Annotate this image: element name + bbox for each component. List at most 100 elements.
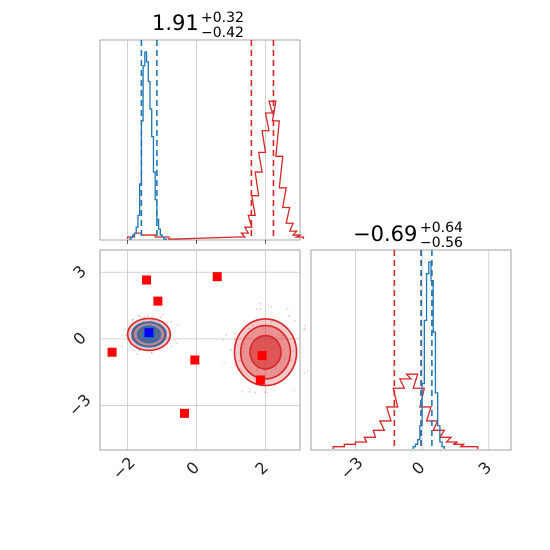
- sample-point-red: [255, 368, 258, 371]
- hist-blue-param-2: [412, 261, 445, 449]
- sample-point-blue: [146, 314, 149, 317]
- sample-point-red: [135, 337, 138, 339]
- sample-point-red: [293, 319, 296, 322]
- sample-point-red: [234, 338, 237, 340]
- sample-point-blue: [121, 334, 124, 337]
- sample-point-red: [176, 342, 179, 345]
- marker-red-square: [107, 347, 117, 357]
- y-tick-labels-joint: 3 0 −3: [65, 262, 95, 421]
- sample-point-red: [266, 391, 269, 394]
- sample-point-red: [279, 333, 281, 336]
- sample-point-red: [248, 387, 251, 390]
- sample-point-red: [167, 331, 170, 334]
- sample-point-red: [136, 314, 139, 317]
- title-param-1-plus: +0.32: [201, 10, 244, 26]
- sample-point-red: [264, 391, 266, 394]
- sample-point-red: [282, 348, 285, 351]
- sample-point-red: [281, 334, 284, 337]
- sample-point-red: [135, 330, 138, 333]
- sample-point-red: [223, 361, 226, 364]
- sample-point-red: [270, 320, 273, 323]
- sample-point-red: [161, 349, 164, 352]
- x-tick-label: 2: [251, 458, 272, 479]
- sample-point-red: [222, 338, 225, 341]
- sample-point-red: [166, 339, 169, 342]
- marker-red-square: [212, 272, 222, 282]
- sample-point-red: [131, 318, 134, 321]
- sample-point-red: [269, 306, 272, 308]
- sample-point-blue: [166, 321, 169, 324]
- sample-point-blue: [139, 315, 142, 317]
- sample-point-red: [242, 346, 245, 349]
- marginal-panel-param-2: [310, 249, 512, 451]
- marker-red-square: [257, 351, 267, 361]
- sample-point-red: [241, 390, 244, 393]
- marker-red-square: [179, 408, 189, 418]
- sample-point-blue: [128, 346, 131, 349]
- x-tick-label: 0: [182, 458, 203, 479]
- sample-point-blue: [150, 352, 153, 354]
- sample-point-red: [263, 369, 266, 372]
- title-param-2: −0.69: [353, 222, 417, 246]
- sample-point-red: [176, 323, 179, 326]
- sample-point-red: [292, 350, 295, 352]
- x-tick-label: 0: [408, 458, 429, 479]
- sample-point-red: [267, 304, 270, 307]
- marker-red-square: [153, 296, 163, 306]
- sample-point-red: [259, 302, 262, 305]
- sample-point-red: [293, 389, 296, 392]
- sample-point-blue: [150, 351, 153, 354]
- title-param-1-minus: −0.42: [201, 25, 244, 41]
- marker-red-square: [190, 355, 200, 365]
- sample-point-red: [173, 339, 176, 342]
- sample-point-red: [160, 316, 162, 319]
- sample-point-red: [284, 357, 286, 360]
- x-tick-label: −2: [109, 453, 139, 483]
- sample-point-red: [156, 340, 159, 343]
- sample-point-red: [234, 333, 237, 336]
- sample-point-red: [259, 307, 262, 310]
- sample-point-red: [169, 321, 172, 323]
- sample-point-red: [290, 359, 292, 362]
- marker-blue-square: [144, 328, 154, 338]
- sample-point-red: [239, 359, 241, 362]
- sample-point-blue: [131, 318, 134, 321]
- sample-point-red: [287, 315, 290, 317]
- sample-point-red: [135, 352, 138, 355]
- sample-point-red: [303, 329, 305, 331]
- hist-blue-param-1: [129, 51, 168, 240]
- sample-point-blue: [135, 344, 138, 347]
- y-tick-label: 3: [69, 262, 90, 283]
- sample-point-red: [242, 351, 244, 353]
- sample-point-red: [303, 324, 306, 327]
- joint-panel: [99, 249, 309, 451]
- sample-point-red: [229, 349, 232, 351]
- sample-point-blue: [142, 320, 145, 323]
- sample-point-red: [121, 345, 124, 348]
- sample-point-red: [170, 345, 172, 348]
- title-param-1: 1.91: [152, 11, 199, 35]
- sample-point-red: [248, 390, 251, 393]
- title-param-2-plus: +0.64: [420, 220, 463, 236]
- marker-red-square: [142, 275, 152, 285]
- sample-point-red: [248, 327, 250, 330]
- sample-point-red: [286, 307, 289, 310]
- sample-point-red: [252, 324, 254, 327]
- sample-point-red: [274, 367, 277, 370]
- sample-point-red: [303, 328, 306, 331]
- sample-point-red: [153, 346, 156, 349]
- marginal-panel-param-1: [99, 39, 305, 244]
- x-tick-labels-joint: −2 0 2: [109, 453, 272, 483]
- sample-point-blue: [153, 319, 156, 322]
- hist-red-param-1: [126, 100, 305, 240]
- x-tick-labels-marginal-2: −3 0 3: [336, 453, 495, 483]
- x-tick-label: −3: [336, 453, 366, 483]
- sample-point-blue: [167, 336, 170, 338]
- sample-point-blue: [129, 343, 132, 346]
- sample-point-red: [161, 313, 164, 316]
- sample-point-red: [254, 391, 257, 394]
- sample-point-red: [241, 370, 243, 373]
- sample-point-red: [255, 308, 258, 310]
- sample-point-blue: [138, 349, 140, 352]
